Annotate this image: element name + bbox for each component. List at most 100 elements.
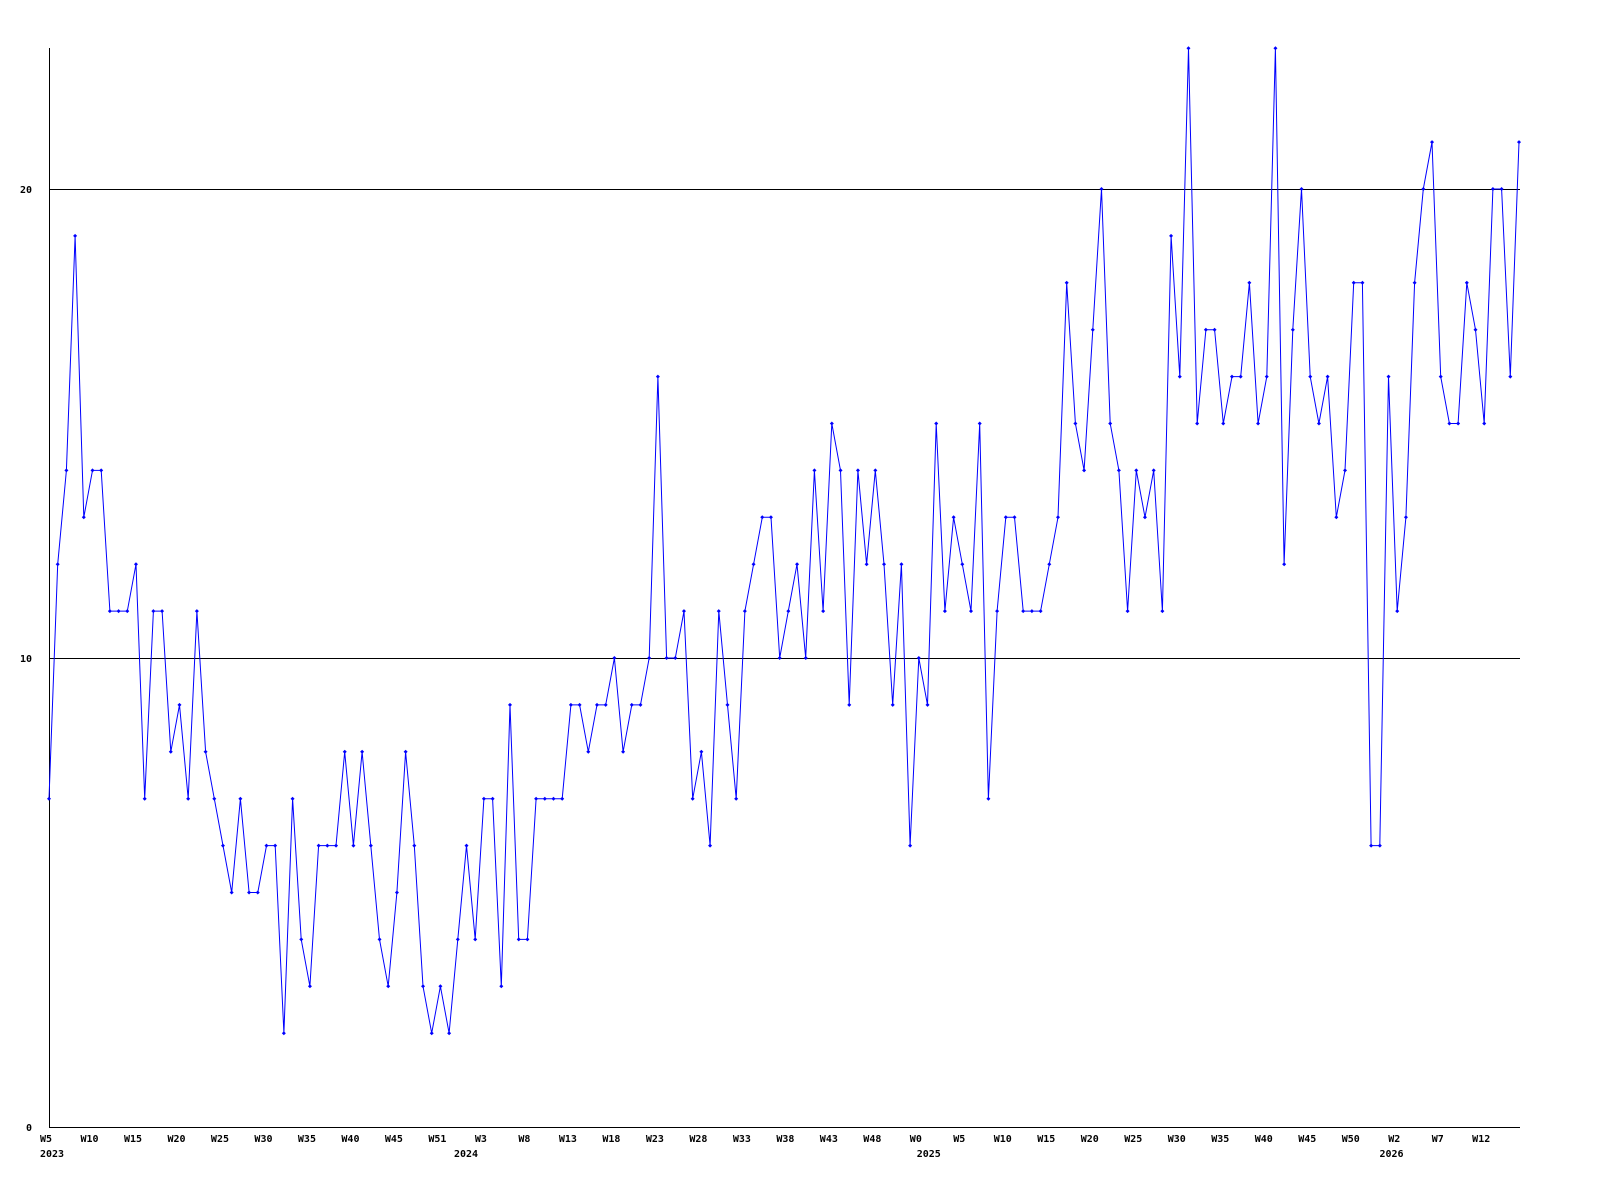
data-point — [160, 609, 165, 614]
gridlines — [49, 189, 1520, 659]
data-point — [90, 468, 95, 473]
x-tick-label: W20 — [167, 1134, 185, 1145]
data-point — [203, 749, 208, 754]
data-point — [1012, 515, 1017, 520]
data-point — [1073, 421, 1078, 426]
data-point — [133, 562, 138, 567]
data-point — [647, 656, 652, 660]
x-tick-label: W30 — [1168, 1134, 1186, 1145]
data-point — [1186, 46, 1191, 51]
data-point — [99, 468, 104, 473]
data-point — [473, 937, 478, 942]
data-point — [1473, 327, 1478, 332]
data-point — [412, 843, 417, 848]
data-point — [1090, 327, 1095, 332]
x-tick-label: W15 — [1037, 1134, 1055, 1145]
data-point — [73, 233, 78, 238]
data-point — [742, 609, 747, 614]
data-point — [194, 609, 199, 614]
data-point — [229, 890, 234, 895]
data-point — [334, 843, 339, 848]
data-point — [1421, 187, 1426, 191]
data-point — [603, 702, 608, 707]
data-point — [360, 749, 365, 754]
x-tick-label: W50 — [1342, 1134, 1360, 1145]
data-point — [342, 749, 347, 754]
x-tick-label: W40 — [341, 1134, 359, 1145]
data-point — [1247, 280, 1252, 285]
data-point — [1038, 609, 1043, 614]
data-point — [1151, 468, 1156, 473]
data-point — [247, 890, 252, 895]
year-label: 2024 — [454, 1149, 478, 1160]
data-point — [177, 702, 182, 707]
x-tick-label: W15 — [124, 1134, 142, 1145]
data-point — [655, 374, 660, 379]
data-point — [838, 468, 843, 473]
data-point — [621, 749, 626, 754]
data-point — [212, 796, 217, 801]
data-point — [899, 562, 904, 567]
data-point — [368, 843, 373, 848]
data-point — [551, 796, 556, 801]
data-point — [1064, 280, 1069, 285]
x-tick-label: W23 — [646, 1134, 664, 1145]
data-point — [499, 984, 504, 989]
y-tick-label: 0 — [26, 1123, 32, 1134]
data-point — [812, 468, 817, 473]
x-tick-label: W0 — [910, 1134, 922, 1145]
data-point — [560, 796, 565, 801]
x-tick-label: W8 — [518, 1134, 530, 1145]
data-point — [594, 702, 599, 707]
data-point — [421, 984, 426, 989]
data-point — [325, 843, 330, 848]
year-labels: 2023 2024 2025 2026 — [40, 1149, 1404, 1160]
data-point — [168, 749, 173, 754]
data-point — [281, 1031, 286, 1036]
data-point — [1438, 374, 1443, 379]
x-tick-label: W28 — [689, 1134, 707, 1145]
x-tick-label: W30 — [254, 1134, 272, 1145]
data-point — [1343, 468, 1348, 473]
data-point — [1490, 187, 1495, 191]
data-point — [534, 796, 539, 801]
data-point — [1229, 374, 1234, 379]
data-point — [699, 749, 704, 754]
x-tick-label: W2 — [1388, 1134, 1400, 1145]
data-point — [795, 562, 800, 567]
data-point — [690, 796, 695, 801]
data-point — [1177, 374, 1182, 379]
data-point — [220, 843, 225, 848]
x-tick-label: W10 — [994, 1134, 1012, 1145]
data-point — [1273, 46, 1278, 51]
y-tick-labels: 0 10 20 — [20, 185, 32, 1134]
data-point — [516, 937, 521, 942]
data-point — [873, 468, 878, 473]
y-tick-label: 10 — [20, 654, 32, 665]
x-tick-label: W12 — [1472, 1134, 1490, 1145]
data-point — [55, 562, 60, 567]
data-point — [1047, 562, 1052, 567]
data-point — [760, 515, 765, 520]
data-point — [1125, 609, 1130, 614]
data-point — [768, 515, 773, 520]
x-tick-label: W20 — [1081, 1134, 1099, 1145]
data-point — [803, 656, 808, 660]
data-point — [1029, 609, 1034, 614]
data-point — [821, 609, 826, 614]
data-point — [264, 843, 269, 848]
data-point — [1055, 515, 1060, 520]
data-point — [925, 702, 930, 707]
x-tick-label: W33 — [733, 1134, 751, 1145]
data-point — [1395, 609, 1400, 614]
data-point — [1134, 468, 1139, 473]
year-label: 2025 — [917, 1149, 941, 1160]
data-point — [612, 656, 617, 660]
data-point — [673, 656, 678, 660]
x-tick-label: W5 — [953, 1134, 965, 1145]
data-point — [542, 796, 547, 801]
data-point — [995, 609, 1000, 614]
x-tick-label: W45 — [1298, 1134, 1316, 1145]
data-point — [882, 562, 887, 567]
data-point — [403, 749, 408, 754]
